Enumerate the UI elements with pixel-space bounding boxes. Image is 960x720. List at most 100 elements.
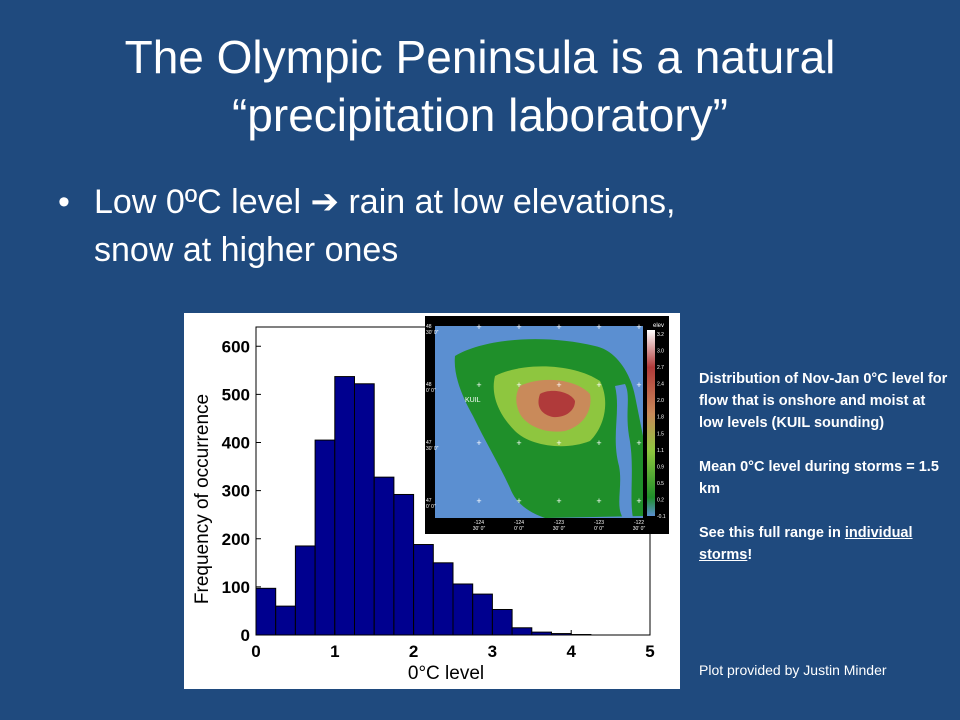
x-tick-label: 2 [409,642,418,661]
x-tick-label: 5 [645,642,654,661]
map-lat-label: 47 [426,440,432,446]
map-lat-label: 48 [426,324,432,330]
map-lon-label: 30' 0" [633,526,646,532]
histogram-bar [373,476,395,636]
map-colorbar [647,330,655,516]
map-colorbar-tick: 1.8 [657,415,664,421]
bullet-dot-icon: • [58,183,70,221]
map-lon-label: -122 [634,520,644,526]
map-lon-label: 0' 0" [594,526,604,532]
map-lat-label: 48 [426,382,432,388]
map-grid-mark: + [596,380,601,390]
map-lon-label: -123 [594,520,604,526]
map-colorbar-title: elev [653,323,664,329]
side-notes: Distribution of Nov-Jan 0°C level for fl… [699,368,949,588]
map-colorbar-tick: 1.1 [657,448,664,454]
histogram-bar [531,631,552,636]
histogram-bar [413,544,434,636]
map-lon-label: -124 [474,520,484,526]
histogram-chart: 0 1 2 3 4 5 0 100 200 300 400 500 600 0°C level Fre… [192,326,655,684]
map-puget-sound [615,384,633,518]
bullet-text-a: Low 0ºC level [94,183,302,221]
x-axis-label: 0°C level [408,663,484,684]
map-colorbar-tick: 2.4 [657,382,664,388]
note-distribution: Distribution of Nov-Jan 0°C level for fl… [699,371,948,431]
map-grid-mark: + [556,496,561,506]
histogram-bar [551,633,572,636]
histogram-bar [354,383,375,636]
map-grid-mark: + [556,380,561,390]
map-colorbar-tick: 0.9 [657,464,664,470]
histogram-bar [472,593,493,636]
note-mean-level: Mean 0°C level during storms = 1.5 km [699,459,939,497]
map-grid-mark: + [596,496,601,506]
map-lon-label: -124 [514,520,524,526]
map-lat-label: 30' 0" [426,330,439,336]
y-tick-label: 100 [222,578,250,597]
slide-title-line1: The Olympic Peninsula is a natural [124,31,836,83]
x-tick-label: 4 [566,642,576,661]
histogram-bar [255,587,277,636]
map-grid-mark: + [556,322,561,332]
plot-credit: Plot provided by Justin Minder [699,662,887,678]
map-colorbar-tick: 3.0 [657,349,664,355]
terrain-map: elev 3.2 3.0 2.7 2.4 2.0 1.8 1.5 1.1 0.9 0.5 0.2 -0… [426,322,666,532]
histogram-bar [314,439,336,636]
map-grid-mark: + [556,438,561,448]
map-grid-mark: + [516,438,521,448]
x-tick-label: 1 [330,642,339,661]
bullet-text-line2: snow at higher ones [94,231,399,269]
histogram-bar [393,493,415,636]
map-grid-mark: + [636,322,641,332]
map-lat-label: 47 [426,498,432,504]
bullet-text-b: rain at low elevations, [348,183,676,221]
map-lon-label: 30' 0" [473,526,486,532]
y-tick-label: 0 [241,626,250,645]
map-lon-label: 30' 0" [553,526,566,532]
map-grid-mark: + [636,438,641,448]
map-grid-mark: + [596,438,601,448]
x-tick-label: 3 [488,642,497,661]
map-grid-mark: + [636,496,641,506]
map-grid-mark: + [476,322,481,332]
slide-title: The Olympic Peninsula is a natural “prec… [0,28,960,144]
histogram-bar [432,562,454,636]
map-grid-mark: + [476,496,481,506]
histogram-bar [452,583,474,636]
histogram-bar [511,627,533,636]
map-grid-mark: + [596,322,601,332]
map-colorbar-tick: 1.5 [657,431,664,437]
right-arrow-icon: ➔ [310,183,340,221]
map-peaks [538,390,575,418]
histogram-bar [491,608,513,636]
map-kuil-label: KUIL [465,397,481,404]
map-colorbar-tick: 0.5 [657,481,664,487]
histogram-bar [275,605,296,636]
individual-storms-link[interactable]: individual storms [699,525,913,563]
map-colorbar-tick: -0.1 [657,514,666,520]
y-tick-label: 600 [222,337,250,356]
map-grid-mark: + [516,496,521,506]
map-lon-label: 0' 0" [514,526,524,532]
map-colorbar-tick: 2.7 [657,365,664,371]
y-tick-label: 300 [222,482,250,501]
terrain-map-inset: elev 3.2 3.0 2.7 2.4 2.0 1.8 1.5 1.1 0.9 0.5 0.2 -0… [425,316,669,534]
map-grid-mark: + [516,322,521,332]
map-colorbar-tick: 3.2 [657,332,664,338]
map-lat-label: 30' 0" [426,446,439,452]
histogram-bar [334,376,356,636]
map-colorbar-tick: 0.2 [657,497,664,503]
map-grid-mark: + [636,380,641,390]
map-lat-label: 0' 0" [426,388,436,394]
map-grid-mark: + [476,380,481,390]
y-tick-label: 500 [222,385,250,404]
y-axis-label: Frequency of occurrence [192,394,213,604]
map-grid-mark: + [476,438,481,448]
histogram-bar [294,545,316,636]
map-lat-label: 0' 0" [426,504,436,510]
slide-title-line2: “precipitation laboratory” [231,89,728,141]
y-tick-label: 400 [222,434,250,453]
note-full-range: See this full range in individual storms… [699,525,913,563]
map-grid-mark: + [516,380,521,390]
map-colorbar-tick: 2.0 [657,398,664,404]
